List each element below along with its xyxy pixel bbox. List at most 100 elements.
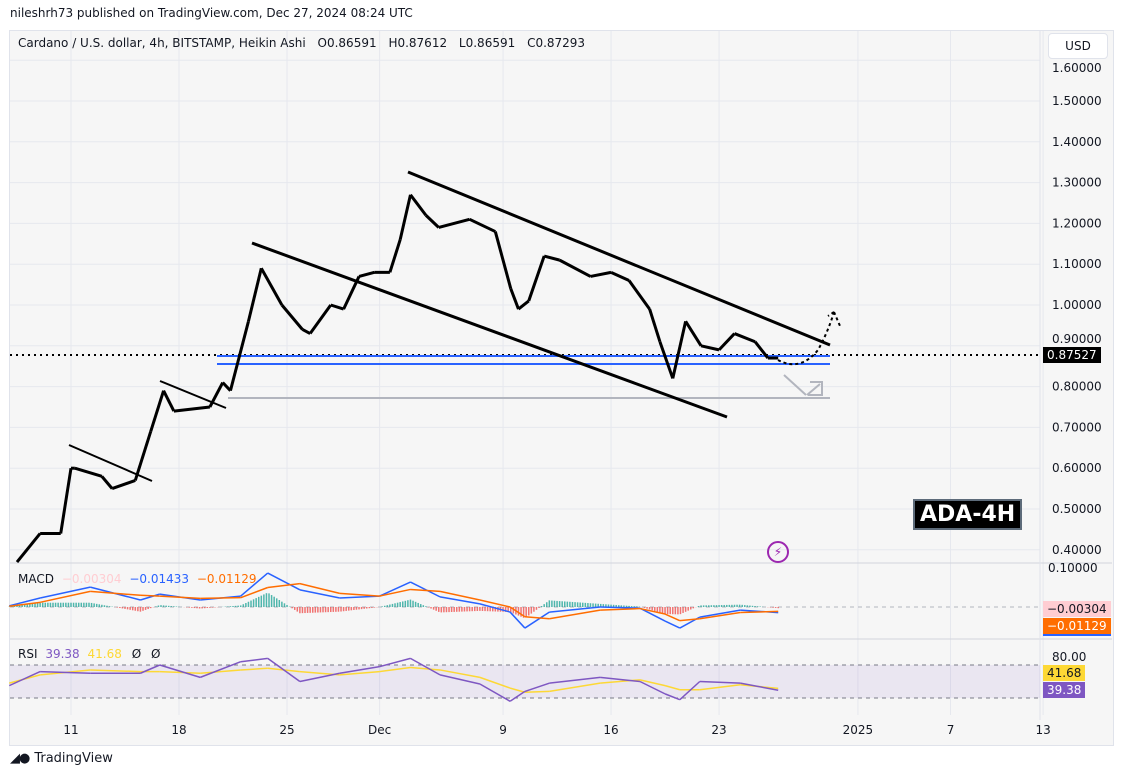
price-tick-label: 0.90000 [1052,332,1102,346]
price-segment [162,390,176,412]
price-segment [468,217,496,233]
price-segment [438,217,470,229]
macd-signal-segment [240,586,268,599]
ada-4h-label: ADA-4H [913,499,1023,530]
macd-signal-segment [90,590,141,597]
macd-line-segment [379,581,411,597]
macd-signal-segment [439,590,481,601]
macd-signal-segment [299,582,340,595]
price-tick-label: 1.50000 [1052,94,1102,108]
rsi-ma-tag: 41.68 [1043,665,1086,681]
price-segment [753,340,770,359]
price-segment [59,467,73,534]
lightning-icon[interactable]: ⚡︎ [767,541,789,563]
macd-hist-tag: −0.00304 [1043,601,1111,617]
price-tick-label: 0.80000 [1052,380,1102,394]
price-segment [308,304,332,335]
price-segment [409,193,428,217]
ohlc-open: O0.86591 [317,36,377,50]
rsi-line-segment [159,664,201,679]
rsi-ma-segment [664,684,681,691]
price-tick-label: 1.00000 [1052,298,1102,312]
macd-line-segment [549,606,601,613]
price-segment [259,267,284,306]
pane-separators [10,31,1112,720]
price-segment [671,320,688,379]
price-segment [543,254,561,262]
rsi-ma-segment [379,666,411,673]
rsi-ma-segment [699,684,741,691]
price-segment [700,344,720,352]
rsi-ma-segment [240,667,268,671]
macd-signal-segment [639,607,666,615]
price-segment [100,475,114,490]
macd-hist-value: −0.00304 [61,572,122,586]
price-segment [517,299,530,311]
rsi-ma-segment [339,670,380,676]
rsi-line-segment [679,680,701,701]
price-segment [388,239,402,273]
chart-frame[interactable] [9,30,1114,746]
time-tick-label: Dec [368,723,391,737]
price-segment [208,381,225,408]
macd-line-segment [140,593,160,601]
rsi-ma-segment [159,670,201,674]
price-segment [398,194,412,241]
price-segment [717,332,736,351]
price-segment [684,320,703,347]
rsi-ma-segment [509,687,526,693]
price-segment [133,431,153,481]
price-segment [627,279,651,310]
macd-line-segment [699,609,741,618]
macd-line-segment [240,572,269,597]
rsi-ma-segment [90,669,141,673]
price-axis: 1.60000 1.50000 1.40000 1.30000 1.20000 1.100… [1052,61,1102,557]
rsi-ma-segment [439,669,481,679]
rsi-line-segment [479,683,511,702]
projected-path-dotted-arrow [777,311,841,366]
price-segment [342,275,361,310]
tradingview-logo[interactable]: ◢● TradingView [10,751,113,766]
macd-signal-segment [479,599,511,608]
macd-signal-segment [549,609,601,620]
price-segment [301,328,311,335]
ohlc-close: C0.87293 [527,36,586,50]
rsi-line-segment [40,670,91,674]
price-tick-label: 1.40000 [1052,135,1102,149]
macd-signal-segment [39,590,91,604]
price-segment [74,466,103,478]
rsi-ma-segment [479,676,511,689]
macd-series [8,572,1040,629]
rsi-ma-segment [639,679,666,687]
rsi-ma-value: 41.68 [87,647,122,661]
macd-line-segment [524,611,550,629]
rsi-line-segment [299,672,340,683]
price-tick-label: 0.50000 [1052,502,1102,516]
macd-signal-segment [509,606,526,618]
price-tick-label: 1.20000 [1052,216,1102,230]
price-series [15,193,779,563]
rsi-line-segment [509,690,526,702]
price-segment [590,270,612,278]
macd-signal-segment [664,613,681,622]
macd-line-segment [267,572,301,591]
rsi-line-segment [199,661,242,679]
macd-signal-segment [200,596,241,600]
rsi-ma-segment [410,666,441,671]
price-segment [658,341,675,379]
price-segment [228,320,250,392]
macd-signal-tag: −0.01129 [1043,618,1111,636]
macd-signal-segment [339,592,380,597]
price-segment [280,304,304,331]
price-segment [509,288,520,310]
time-axis: 11 18 25 Dec 9 16 23 2025 7 13 [63,723,1050,737]
currency-button[interactable]: USD [1048,33,1108,59]
macd-line-segment [600,606,641,609]
macd-line-segment [509,611,526,629]
footer-brand: TradingView [34,751,113,766]
macd-signal-segment [410,588,441,593]
flag-trendline-2 [159,380,227,409]
rsi-line-segment [267,657,301,683]
rsi-band-fill [10,665,1040,698]
